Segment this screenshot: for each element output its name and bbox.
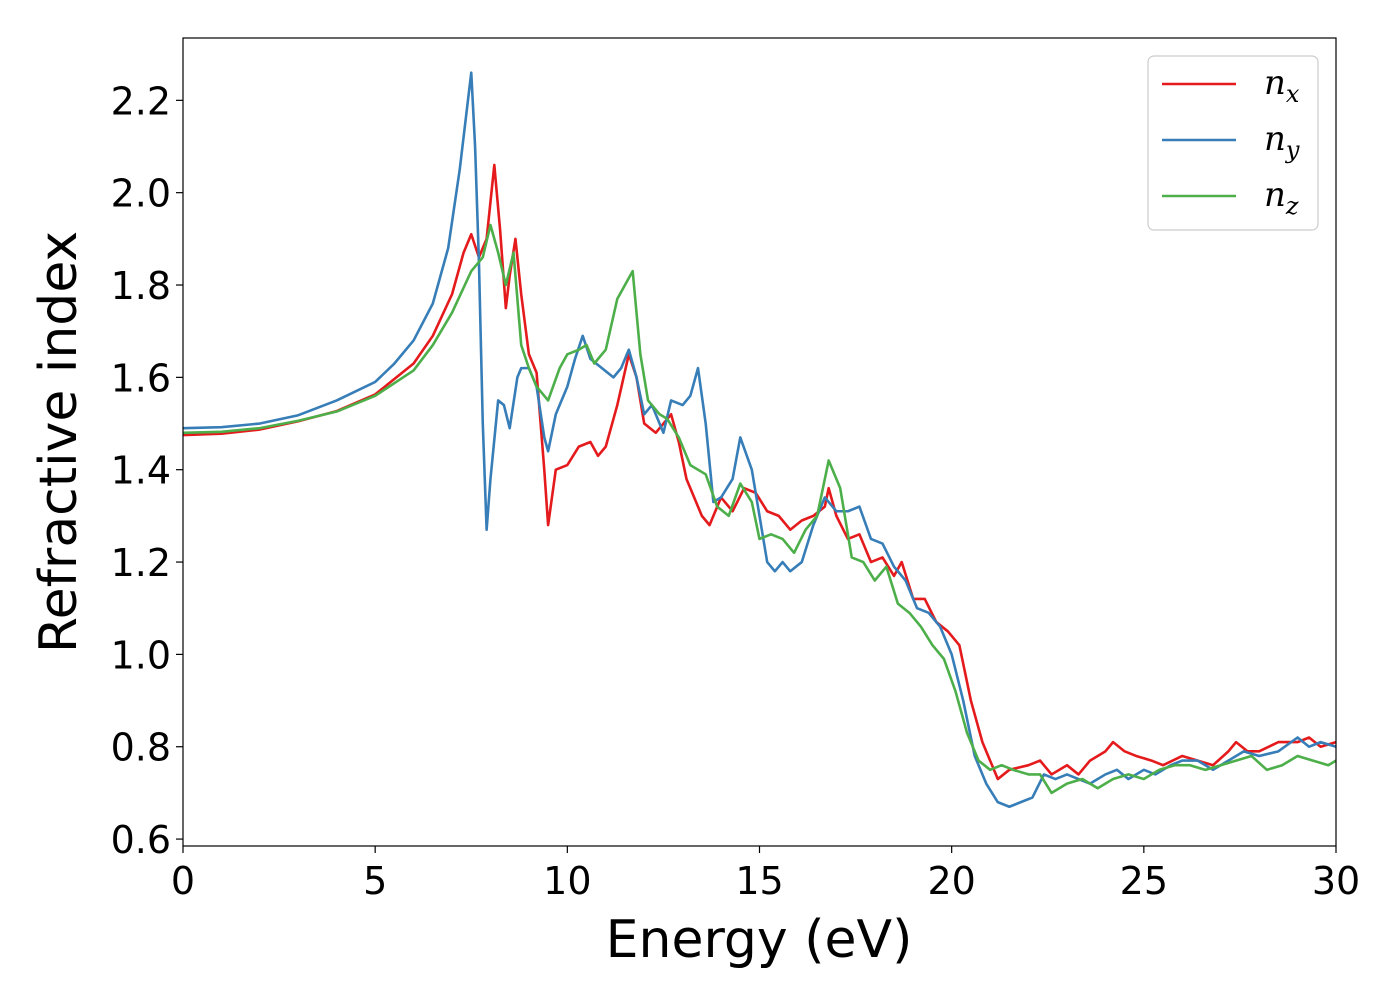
y-tick-label: 2.0 [111, 172, 171, 216]
y-tick-label: 2.2 [111, 79, 171, 123]
y-tick-label: 0.8 [111, 726, 171, 770]
y-tick-label: 1.2 [111, 541, 171, 585]
y-axis-label: Refractive index [29, 231, 89, 653]
x-tick-label: 25 [1120, 859, 1168, 903]
y-axis: 0.6 0.8 1.0 1.2 1.4 1.6 1.8 2.0 2.2 [111, 79, 183, 862]
y-tick-label: 1.6 [111, 356, 171, 400]
legend-label-y: ny [1264, 119, 1300, 164]
x-tick-label: 20 [927, 859, 975, 903]
series-line-y [183, 71, 1336, 809]
x-axis-label: Energy (eV) [606, 910, 913, 970]
x-axis: 0 5 10 15 20 25 30 [171, 846, 1360, 903]
legend-label-x: nx [1264, 63, 1300, 108]
y-tick-label: 1.4 [111, 449, 171, 493]
x-tick-label: 30 [1312, 859, 1360, 903]
series-layer [183, 71, 1336, 809]
y-tick-label: 1.8 [111, 264, 171, 308]
series-line-x [183, 163, 1336, 781]
y-tick-label: 1.0 [111, 633, 171, 677]
x-tick-label: 15 [735, 859, 783, 903]
legend: nx ny nz [1147, 55, 1319, 231]
series-line-z [183, 223, 1336, 795]
x-tick-label: 5 [363, 859, 387, 903]
x-tick-label: 0 [171, 859, 195, 903]
legend-label-z: nz [1264, 175, 1299, 220]
y-tick-label: 0.6 [111, 818, 171, 862]
x-tick-label: 10 [543, 859, 591, 903]
legend-box [1147, 55, 1319, 231]
